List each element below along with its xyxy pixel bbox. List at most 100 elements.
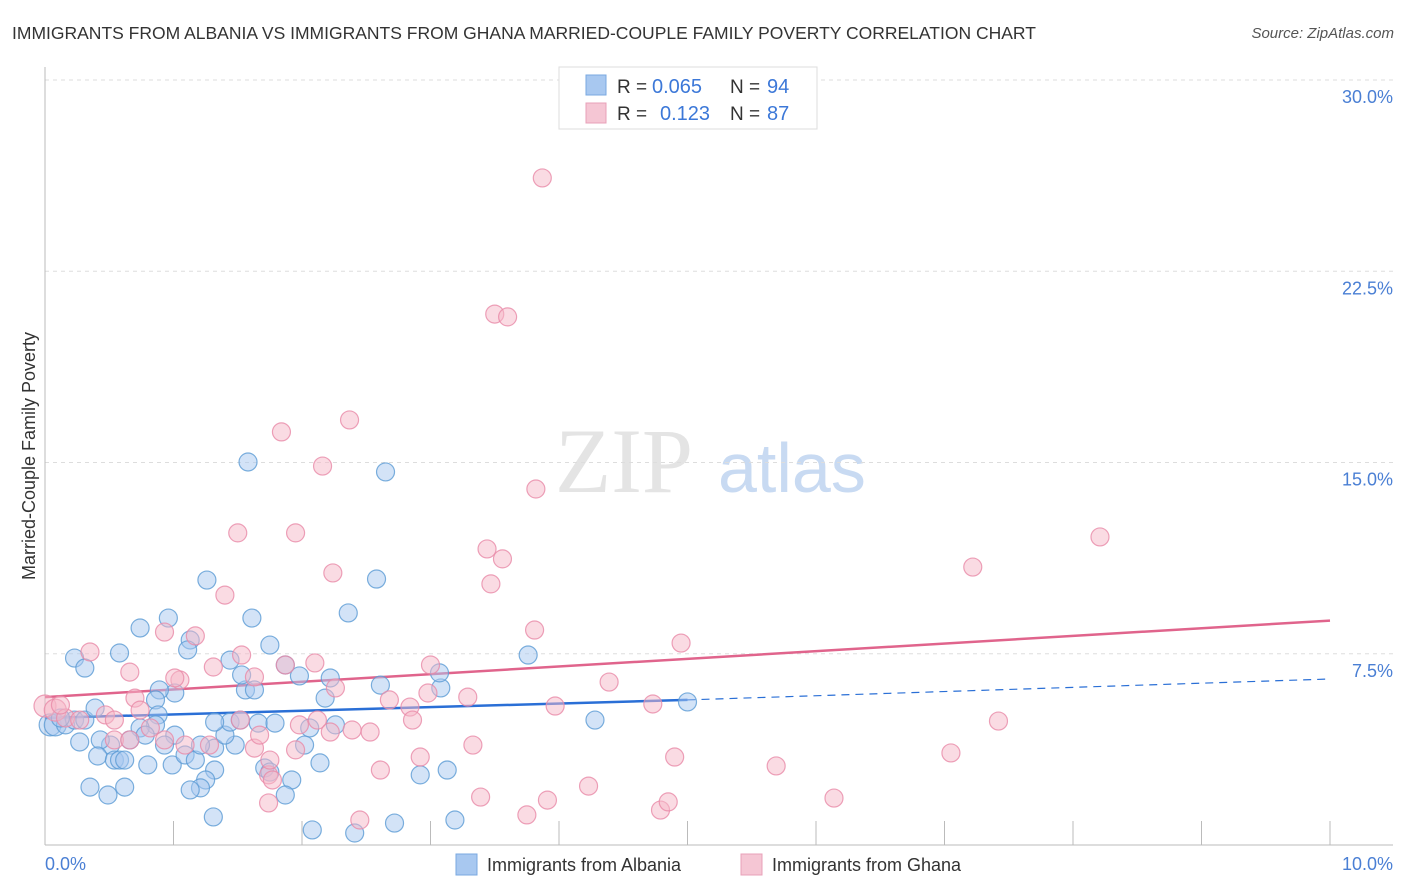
albania-point [410,765,430,785]
ghana-point [154,622,175,642]
albania-point [197,570,217,590]
albania-point [275,785,295,805]
stats-legend: R = 0.065 N = 94 R = 0.123 N = 87 [558,66,818,130]
source-label: Source: ZipAtlas.com [1251,25,1394,42]
r-label: R = [617,77,647,98]
albania-point [70,732,90,752]
ghana-point [140,718,160,738]
chart-title: IMMIGRANTS FROM ALBANIA VS IMMIGRANTS FR… [12,23,1036,43]
ghana-point [471,787,491,807]
albania-point [242,608,262,628]
albania-point [80,777,100,797]
r-value-ghana: 0.123 [660,103,710,125]
albania-point [115,777,135,797]
ghana-point [325,678,346,698]
ghana-point [80,642,100,662]
legend-albania-label: Immigrants from Albania [487,855,682,875]
y-axis-label: Married-Couple Family Poverty [19,332,39,580]
ghana-point [492,549,513,569]
n-label: N = [730,77,760,98]
n-value-ghana: 87 [767,103,789,125]
x-tick-label-min: 0.0% [45,854,86,874]
albania-point [115,750,135,770]
ghana-point [215,585,235,605]
y-tick-label: 7.5% [1352,661,1393,681]
albania-point [366,569,387,589]
albania-point [180,780,200,800]
albania-point [162,755,182,775]
ghana-point [463,735,483,755]
ghana-point [175,735,195,755]
ghana-point [232,645,252,665]
ghana-point [199,735,220,755]
albania-point [88,746,108,766]
ghana-point [320,722,340,742]
ghana-point [275,655,295,675]
legend-albania-swatch [455,853,478,876]
ghana-point [285,740,306,760]
ghana-point [658,792,678,812]
ghana-point [941,743,961,763]
ghana-point [70,710,90,730]
albania-point [370,675,390,695]
albania-point [375,462,396,482]
ghana-point [307,710,328,730]
ghana-point [420,655,441,675]
ghana-point [339,410,360,430]
ghana-point [360,722,380,742]
ghana-point [665,747,685,767]
ghana-point [410,747,430,767]
ghana-point [228,523,248,543]
albania-point [205,712,225,732]
ghana-point [260,750,280,770]
ghana-point [262,770,283,790]
ghana-point [370,760,390,780]
ghana-point [285,523,306,543]
n-label: N = [730,104,760,125]
ghana-point [120,662,140,682]
albania-trend-line-extrapolated [687,678,1331,701]
albania-point [677,692,698,712]
ghana-point [643,694,663,714]
r-label: R = [617,104,647,125]
ghana-point [824,788,844,808]
albania-point [203,807,223,827]
albania-swatch [585,74,607,96]
watermark: ZIP [555,410,693,512]
ghana-point [498,307,518,327]
ghana-point [418,683,438,703]
ghana-point [120,730,140,750]
ghana-point [154,730,175,750]
ghana-point [481,574,501,594]
albania-point [445,810,465,830]
y-tick-label: 30.0% [1342,87,1393,107]
albania-point [289,666,310,686]
ghana-point [1090,527,1110,547]
ghana-point [458,687,478,707]
ghana-point [578,776,599,796]
albania-point [302,820,322,840]
ghana-point [185,626,205,646]
ghana-point [203,657,223,677]
ghana-point [323,563,343,583]
albania-point [238,452,258,472]
ghana-point [526,479,546,499]
watermark-atlas: atlas [718,429,866,507]
ghana-point [130,700,150,720]
legend-ghana-label: Immigrants from Ghana [772,855,962,875]
ghana-point [305,653,325,673]
albania-point [130,618,150,638]
ghana-point [671,633,691,653]
ghana-point [379,690,399,710]
ghana-point [312,456,333,476]
y-tick-label: 22.5% [1342,278,1393,298]
albania-point [585,710,605,730]
x-tick-label-max: 10.0% [1342,854,1393,874]
ghana-point [289,715,310,735]
legend-ghana-swatch [740,853,763,876]
ghana-point [342,720,362,740]
ghana-point [545,696,565,716]
ghana-point [402,710,423,730]
series-legend: Immigrants from Albania Immigrants from … [455,853,962,876]
